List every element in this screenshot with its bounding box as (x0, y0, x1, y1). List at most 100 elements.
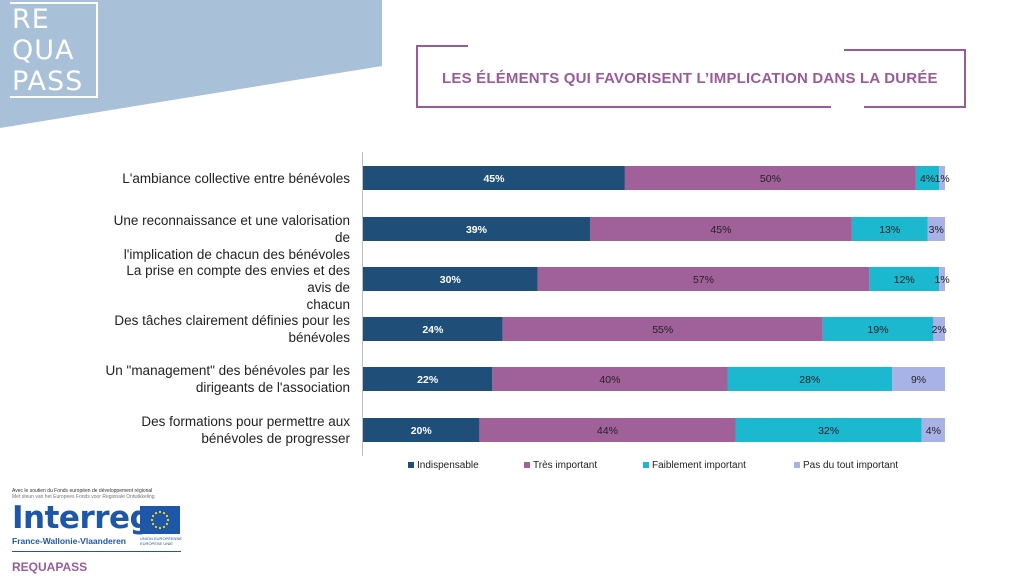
region-label: France-Wallonie-Vlaanderen (12, 536, 126, 546)
category-label-line: dirigeants de l'association (195, 380, 350, 395)
data-label: 13% (879, 224, 900, 236)
data-label: 20% (411, 425, 433, 437)
eu-star (162, 525, 166, 529)
data-label: 50% (760, 173, 781, 185)
bar-segment (939, 267, 945, 291)
eu-star (151, 514, 155, 518)
data-label: 22% (417, 374, 439, 386)
eu-label-nl: EUROPESE UNIE (140, 541, 173, 546)
bar-segment (915, 166, 940, 190)
bar-segment (735, 418, 922, 442)
category-label: Un "management" des bénévoles par les dir… (100, 362, 350, 396)
title-frame (416, 45, 966, 108)
category-label-line: Des tâches clairement définies pour les (114, 313, 350, 328)
category-label-line: L'ambiance collective entre bénévoles (122, 170, 350, 186)
bar-segment (939, 166, 945, 190)
bar-segment (363, 418, 480, 442)
category-label: La prise en compte des envies et des avi… (100, 262, 350, 313)
data-label: 32% (818, 425, 839, 437)
eu-star (162, 511, 166, 515)
eu-star (151, 522, 155, 526)
bar-segment (479, 418, 736, 442)
eu-star (150, 518, 154, 522)
data-label: 4% (920, 173, 935, 185)
data-label: 4% (926, 425, 941, 437)
bar-segment (363, 166, 625, 190)
data-label: 2% (932, 324, 947, 336)
data-label: 1% (934, 173, 949, 185)
data-label: 45% (710, 224, 731, 236)
bar-segment (921, 418, 945, 442)
eu-flag-icon (140, 506, 180, 534)
bar-segment (363, 217, 590, 241)
bar-segment (727, 367, 893, 391)
eu-star (158, 510, 162, 514)
bar-segment (363, 367, 493, 391)
legend-label: Pas du tout important (803, 460, 898, 471)
category-label-line: bénévoles (288, 330, 350, 345)
support-text: Avec le soutien du Fonds européen de dév… (12, 488, 153, 494)
data-label: 19% (868, 324, 889, 336)
bar-segment (927, 217, 945, 241)
eu-star (154, 511, 158, 515)
legend-swatch (794, 462, 800, 468)
data-label: 44% (597, 425, 618, 437)
eu-star (166, 518, 170, 522)
eu-label: UNION EUROPÉENNE EUROPESE UNIE (140, 536, 182, 546)
data-label: 30% (440, 274, 462, 286)
eu-label-fr: UNION EUROPÉENNE (140, 536, 183, 541)
logo-line: RE (12, 4, 50, 35)
legend-swatch (524, 462, 530, 468)
legend-swatch (643, 462, 649, 468)
eu-star (158, 526, 162, 530)
legend-label: Très important (533, 460, 597, 471)
data-label: 24% (422, 324, 444, 336)
eu-star (165, 522, 169, 526)
requapass-logo: RE QUA PASS (10, 2, 98, 98)
legend-label: Faiblement important (652, 460, 746, 471)
data-label: 39% (466, 224, 488, 236)
legend-label: Indispensable (417, 460, 479, 471)
category-label-line: Une reconnaissance et une valorisation d… (113, 213, 350, 245)
stacked-bar-chart: 45% 50% 4% 1%39% 45% 13% 3%30% 57% 12% 1%24% 55% 19… (362, 152, 950, 471)
category-label: Des formations pour permettre aux bénévol… (100, 413, 350, 447)
data-label: 45% (483, 173, 505, 185)
data-label: 55% (652, 324, 673, 336)
data-label: 3% (929, 224, 944, 236)
category-label-line: Des formations pour permettre aux (141, 414, 350, 429)
category-label-line: bénévoles de progresser (201, 431, 350, 446)
page-title: LES ÉLÉMENTS QUI FAVORISENT L’IMPLICATIO… (442, 70, 938, 87)
support-text-nl: Met steun van het Europees Fonds voor Re… (12, 494, 155, 500)
category-label: Une reconnaissance et une valorisation d… (100, 212, 350, 263)
category-label-line: Un "management" des bénévoles par les (105, 363, 350, 378)
project-name: REQUAPASS (12, 560, 88, 574)
eu-star (165, 514, 169, 518)
bar-segment (822, 317, 934, 341)
bar-segment (851, 217, 928, 241)
category-label: L'ambiance collective entre bénévoles (100, 170, 350, 187)
bar-segment (363, 267, 538, 291)
logo-line: PASS (12, 66, 84, 97)
bar-segment (363, 317, 503, 341)
data-label: 9% (911, 374, 926, 386)
data-label: 57% (693, 274, 714, 286)
category-label-line: chacun (306, 297, 350, 312)
bar-segment (537, 267, 870, 291)
eu-star (154, 525, 158, 529)
footer-divider (12, 551, 181, 552)
data-label: 1% (934, 274, 949, 286)
category-label: Des tâches clairement définies pour les b… (100, 312, 350, 346)
bar-segment (933, 317, 945, 341)
interreg-logo-text: Interreg (12, 500, 152, 536)
bar-segment (492, 367, 728, 391)
data-label: 12% (894, 274, 915, 286)
data-label: 40% (599, 374, 620, 386)
category-label-line: La prise en compte des envies et des avi… (126, 263, 350, 295)
logo-line: QUA (12, 35, 75, 66)
bar-segment (589, 217, 852, 241)
bar-segment (892, 367, 945, 391)
data-label: 28% (799, 374, 820, 386)
legend-swatch (408, 462, 414, 468)
category-label-line: l'implication de chacun des bénévoles (123, 247, 350, 262)
bar-segment (869, 267, 940, 291)
